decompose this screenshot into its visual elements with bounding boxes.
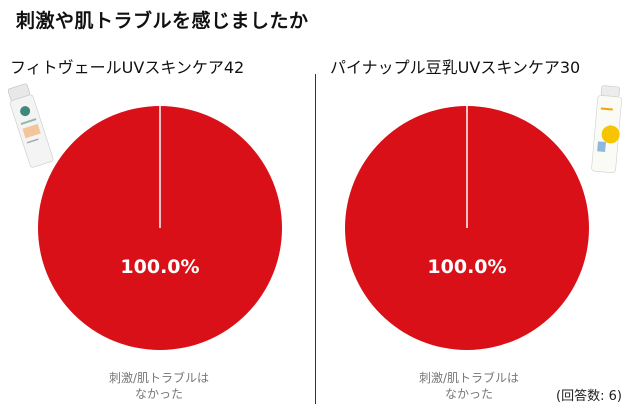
caption-line: 刺激/肌トラブルは xyxy=(418,371,520,385)
product-tube-image-right xyxy=(591,85,622,174)
slice-caption-left: 刺激/肌トラブルは なかった xyxy=(89,370,229,402)
chart-title-right: パイナップル豆乳UVスキンケア30 xyxy=(330,58,581,77)
pie-chart-right: 100.0% xyxy=(345,106,589,350)
slice-caption-right: 刺激/肌トラブルは なかった xyxy=(399,370,539,402)
caption-line: なかった xyxy=(444,387,493,401)
caption-line: 刺激/肌トラブルは xyxy=(108,371,210,385)
caption-line: なかった xyxy=(134,387,183,401)
slice-percent-label: 100.0% xyxy=(120,256,199,278)
response-count: (回答数: 6) xyxy=(556,389,622,404)
pie-chart-left: 100.0% xyxy=(38,106,282,350)
chart-divider xyxy=(315,74,316,404)
product-tube-image-left xyxy=(8,83,54,168)
slice-percent-label: 100.0% xyxy=(427,256,506,278)
chart-title-left: フィトヴェールUVスキンケア42 xyxy=(10,58,245,77)
page-title: 刺激や肌トラブルを感じましたか xyxy=(16,10,309,32)
